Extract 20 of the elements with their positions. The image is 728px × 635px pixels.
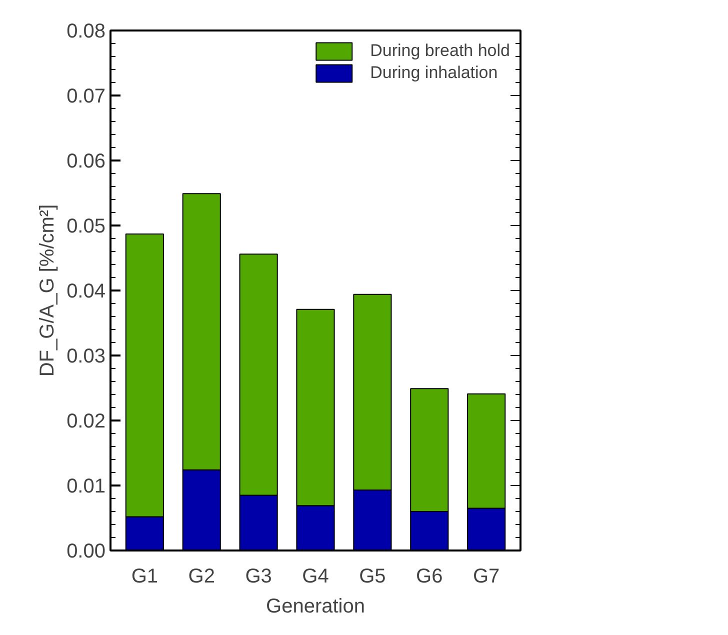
x-tick-label: G2 bbox=[188, 566, 215, 588]
x-axis-title: Generation bbox=[266, 596, 365, 618]
y-axis-title: DF_G/A_G [%/cm²] bbox=[36, 204, 59, 377]
y-tick-label: 0.08 bbox=[66, 20, 106, 42]
x-tick-label: G1 bbox=[131, 566, 158, 588]
y-tick-label: 0.07 bbox=[66, 86, 106, 108]
y-tick-label: 0.00 bbox=[66, 540, 106, 562]
y-tick-label: 0.02 bbox=[66, 410, 106, 432]
x-tick-label: G7 bbox=[472, 566, 500, 588]
y-tick-label: 0.01 bbox=[66, 476, 106, 498]
x-tick-label: G5 bbox=[359, 566, 386, 588]
y-tick-label: 0.06 bbox=[66, 150, 106, 172]
legend-label: During inhalation bbox=[370, 63, 498, 83]
y-tick-label: 0.04 bbox=[66, 280, 106, 302]
x-tick-label: G4 bbox=[302, 566, 329, 588]
y-tick-label: 0.05 bbox=[66, 216, 106, 238]
x-tick-label: G3 bbox=[245, 566, 272, 588]
y-tick-label: 0.03 bbox=[66, 346, 106, 368]
x-tick-label: G6 bbox=[416, 566, 443, 588]
legend-label: During breath hold bbox=[370, 41, 510, 61]
